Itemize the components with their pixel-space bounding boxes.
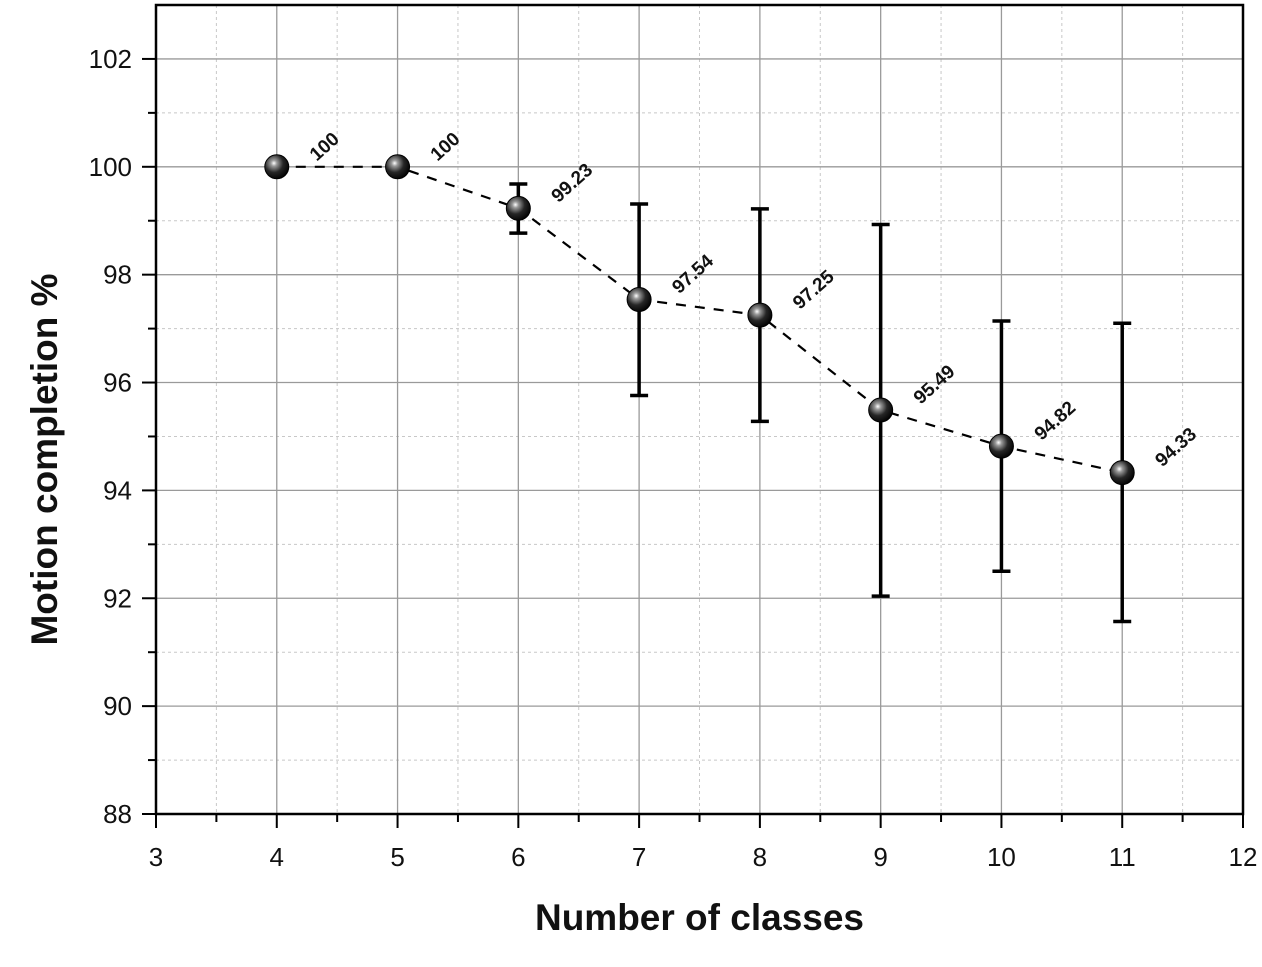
- y-tick-label: 88: [103, 799, 132, 829]
- y-axis-title: Motion completion %: [24, 273, 65, 645]
- y-tick-label: 92: [103, 583, 132, 613]
- minor-grid: [156, 5, 1243, 814]
- data-point: [988, 433, 1014, 459]
- x-tick-label: 12: [1229, 842, 1258, 872]
- x-axis-title: Number of classes: [535, 897, 864, 938]
- x-tick-label: 6: [511, 842, 525, 872]
- data-point: [264, 154, 290, 180]
- x-tick-label: 11: [1109, 842, 1136, 872]
- x-tick-label: 9: [873, 842, 887, 872]
- y-tick-label: 94: [103, 475, 132, 505]
- data-point: [505, 195, 531, 221]
- data-point: [868, 397, 894, 423]
- y-tick-label: 100: [89, 152, 132, 182]
- y-tick-label: 96: [103, 368, 132, 398]
- y-tick-label: 98: [103, 260, 132, 290]
- x-tick-label: 10: [987, 842, 1016, 872]
- y-tick-label: 90: [103, 691, 132, 721]
- axis-ticks: [142, 57, 1244, 828]
- x-tick-label: 7: [632, 842, 646, 872]
- y-tick-label: 102: [89, 44, 132, 74]
- tick-labels: 3 4 5 6 7 8 9 10 11 12 88 90 92 94 96 98 100 102: [89, 44, 1258, 872]
- data-label: 94.82: [1031, 397, 1080, 444]
- x-tick-label: 5: [390, 842, 404, 872]
- data-point: [385, 154, 411, 180]
- data-label: 97.25: [789, 266, 839, 314]
- data-label: 94.33: [1152, 424, 1201, 471]
- x-tick-label: 8: [753, 842, 767, 872]
- x-tick-label: 4: [270, 842, 284, 872]
- data-point: [626, 286, 652, 312]
- data-label: 95.49: [910, 361, 959, 408]
- data-point: [747, 302, 773, 328]
- data-point: [1109, 460, 1135, 486]
- series-line: [276, 165, 1123, 474]
- data-label: 100: [306, 129, 344, 166]
- x-tick-label: 3: [149, 842, 163, 872]
- data-label: 100: [427, 129, 465, 166]
